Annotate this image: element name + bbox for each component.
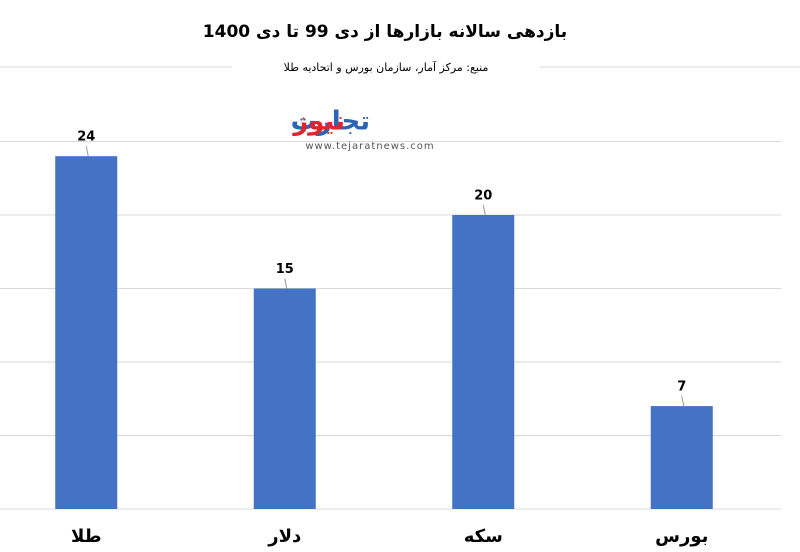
data-label: 15 [276,262,294,277]
data-label: 24 [77,130,95,145]
x-tick-label: سکه [464,526,503,547]
data-label: 20 [474,189,492,204]
x-tick-label: دلار [267,526,301,547]
chart-title: بازدهی سالانه بازارها از دی 99 تا دی 140… [203,22,567,42]
label-leader [681,396,685,407]
bar [650,406,713,509]
bar [253,288,316,509]
x-tick-label: بورس [655,526,708,547]
watermark-url: www.tejaratnews.com [305,141,434,152]
chart-subtitle: منبع: مرکز آمار، سازمان بورس و اتحادیه ط… [284,60,489,74]
data-label: 7 [677,380,686,395]
watermark: تجارت نیوز www.tejaratnews.com [291,107,434,153]
watermark-brand: تجارت [291,107,370,137]
label-leader [482,204,486,216]
bar [55,156,118,509]
x-tick-label: طلا [71,526,102,547]
label-leader [284,278,288,289]
bar [452,215,515,509]
watermark-brand: نیوز [291,107,345,137]
label-leader [85,146,89,157]
